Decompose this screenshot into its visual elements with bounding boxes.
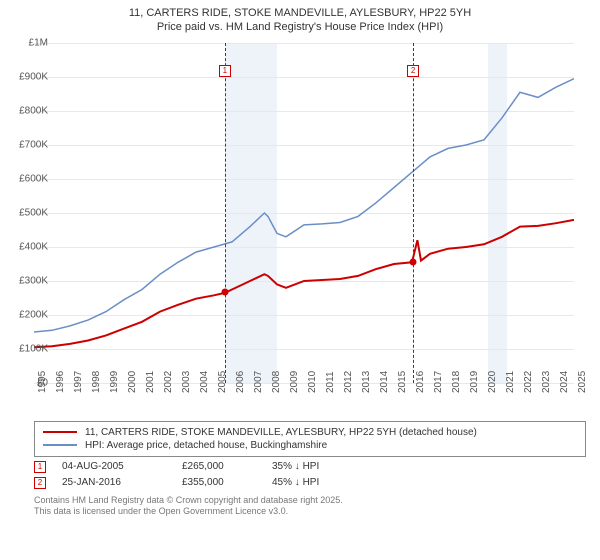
legend-row-property: 11, CARTERS RIDE, STOKE MANDEVILLE, AYLE…	[43, 426, 577, 439]
y-axis-label: £500K	[19, 207, 48, 218]
y-axis-label: £400K	[19, 241, 48, 252]
sale-row-2: 2 25-JAN-2016£355,00045% ↓ HPI	[34, 477, 600, 489]
legend-row-hpi: HPI: Average price, detached house, Buck…	[43, 439, 577, 452]
x-axis-label: 2019	[469, 370, 480, 392]
x-axis-label: 2007	[253, 370, 264, 392]
x-axis-label: 2008	[271, 370, 282, 392]
sale-row-1: 1 04-AUG-2005£265,00035% ↓ HPI	[34, 461, 600, 473]
x-axis-label: 2011	[325, 371, 336, 393]
x-axis-label: 2004	[199, 370, 210, 392]
sale-delta: 35% ↓ HPI	[272, 461, 372, 472]
y-axis-label: £1M	[29, 37, 48, 48]
sale-price: £355,000	[182, 477, 272, 488]
line-series-property	[34, 219, 574, 346]
legend-label-property: 11, CARTERS RIDE, STOKE MANDEVILLE, AYLE…	[85, 427, 477, 438]
x-axis-label: 2018	[451, 370, 462, 392]
sale-row-marker: 1	[34, 461, 46, 473]
sale-price: £265,000	[182, 461, 272, 472]
x-axis-label: 2010	[307, 370, 318, 392]
x-axis-label: 2009	[289, 370, 300, 392]
y-axis-label: £300K	[19, 275, 48, 286]
y-axis-label: £700K	[19, 139, 48, 150]
x-axis-label: 2022	[523, 370, 534, 392]
x-axis-label: 2006	[235, 370, 246, 392]
y-axis-label: £900K	[19, 71, 48, 82]
legend-box: 11, CARTERS RIDE, STOKE MANDEVILLE, AYLE…	[34, 421, 586, 457]
x-axis-label: 2024	[559, 370, 570, 392]
x-axis-label: 1998	[91, 370, 102, 392]
x-axis-label: 1996	[55, 370, 66, 392]
chart-lines	[34, 43, 574, 383]
legend-swatch-property	[43, 431, 77, 433]
line-series-hpi	[34, 78, 574, 331]
footer-line-1: Contains HM Land Registry data © Crown c…	[34, 495, 600, 507]
title-line-1: 11, CARTERS RIDE, STOKE MANDEVILLE, AYLE…	[10, 6, 590, 20]
legend-label-hpi: HPI: Average price, detached house, Buck…	[85, 440, 327, 451]
y-axis-label: £800K	[19, 105, 48, 116]
legend-swatch-hpi	[43, 444, 77, 446]
sale-rows: 1 04-AUG-2005£265,00035% ↓ HPI 2 25-JAN-201…	[0, 461, 600, 489]
x-axis-label: 1997	[73, 370, 84, 392]
x-axis-label: 2017	[433, 370, 444, 392]
footer: Contains HM Land Registry data © Crown c…	[34, 495, 600, 518]
x-axis-label: 2000	[127, 370, 138, 392]
x-axis-label: 2003	[181, 370, 192, 392]
sale-date: 25-JAN-2016	[62, 477, 182, 488]
sale-date: 04-AUG-2005	[62, 461, 182, 472]
sale-row-marker: 2	[34, 477, 46, 489]
sale-marker-2: 2	[407, 65, 419, 77]
y-axis-label: £100K	[19, 343, 48, 354]
x-axis-label: 1999	[109, 370, 120, 392]
x-axis-label: 2002	[163, 370, 174, 392]
sale-delta: 45% ↓ HPI	[272, 477, 372, 488]
x-axis-label: 2015	[397, 370, 408, 392]
x-axis-label: 1995	[37, 370, 48, 392]
sale-marker-1: 1	[219, 65, 231, 77]
y-axis-label: £600K	[19, 173, 48, 184]
x-axis-label: 2014	[379, 370, 390, 392]
x-axis-label: 2001	[145, 370, 156, 392]
footer-line-2: This data is licensed under the Open Gov…	[34, 506, 600, 518]
x-axis-label: 2021	[505, 370, 516, 392]
x-axis-label: 2023	[541, 370, 552, 392]
x-axis-label: 2025	[577, 370, 588, 392]
chart-area: £0£100K£200K£300K£400K£500K£600K£700K£80…	[34, 43, 592, 413]
y-axis-label: £200K	[19, 309, 48, 320]
x-axis-label: 2016	[415, 370, 426, 392]
sale-dot-2	[410, 258, 417, 265]
x-axis-label: 2013	[361, 370, 372, 392]
x-axis-label: 2005	[217, 370, 228, 392]
x-axis-label: 2012	[343, 370, 354, 392]
sale-dot-1	[221, 289, 228, 296]
x-axis-label: 2020	[487, 370, 498, 392]
title-line-2: Price paid vs. HM Land Registry's House …	[10, 20, 590, 34]
chart-title-block: 11, CARTERS RIDE, STOKE MANDEVILLE, AYLE…	[0, 0, 600, 39]
